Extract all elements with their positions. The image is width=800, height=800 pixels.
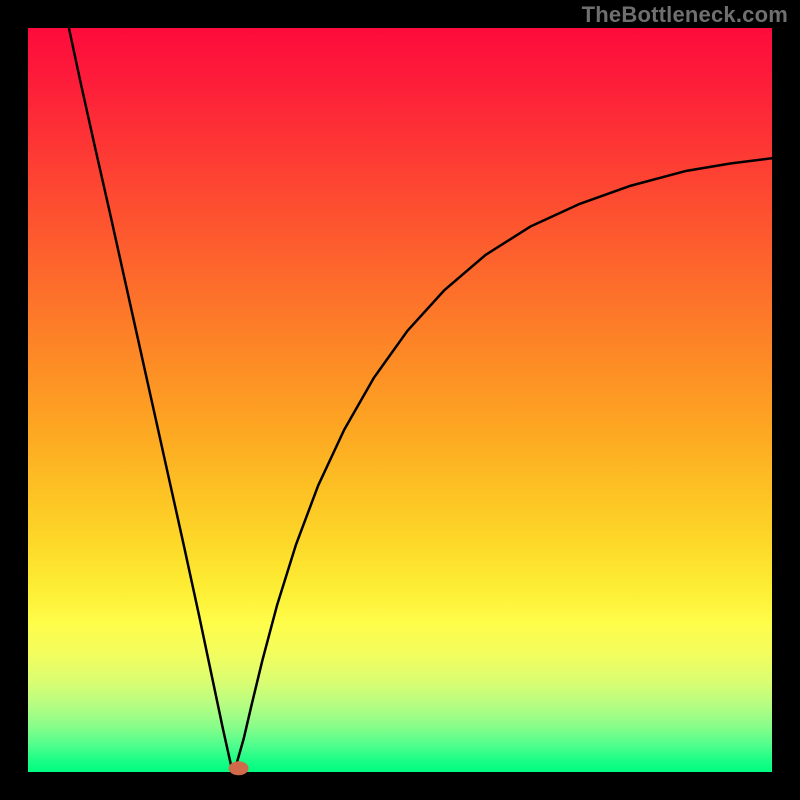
chart-frame: TheBottleneck.com bbox=[0, 0, 800, 800]
optimal-point-marker bbox=[229, 761, 249, 775]
gradient-background bbox=[28, 28, 772, 772]
bottleneck-chart bbox=[0, 0, 800, 800]
watermark-text: TheBottleneck.com bbox=[582, 2, 788, 28]
